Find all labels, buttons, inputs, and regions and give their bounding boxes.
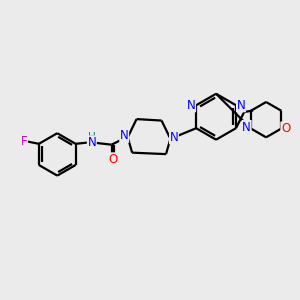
Text: N: N <box>120 129 129 142</box>
Text: N: N <box>187 99 196 112</box>
Text: N: N <box>87 136 96 149</box>
Text: N: N <box>237 99 245 112</box>
Text: H: H <box>88 132 96 142</box>
Text: O: O <box>281 122 290 135</box>
Text: N: N <box>242 121 251 134</box>
Text: N: N <box>169 131 178 144</box>
Text: O: O <box>108 153 118 166</box>
Text: F: F <box>21 135 28 148</box>
